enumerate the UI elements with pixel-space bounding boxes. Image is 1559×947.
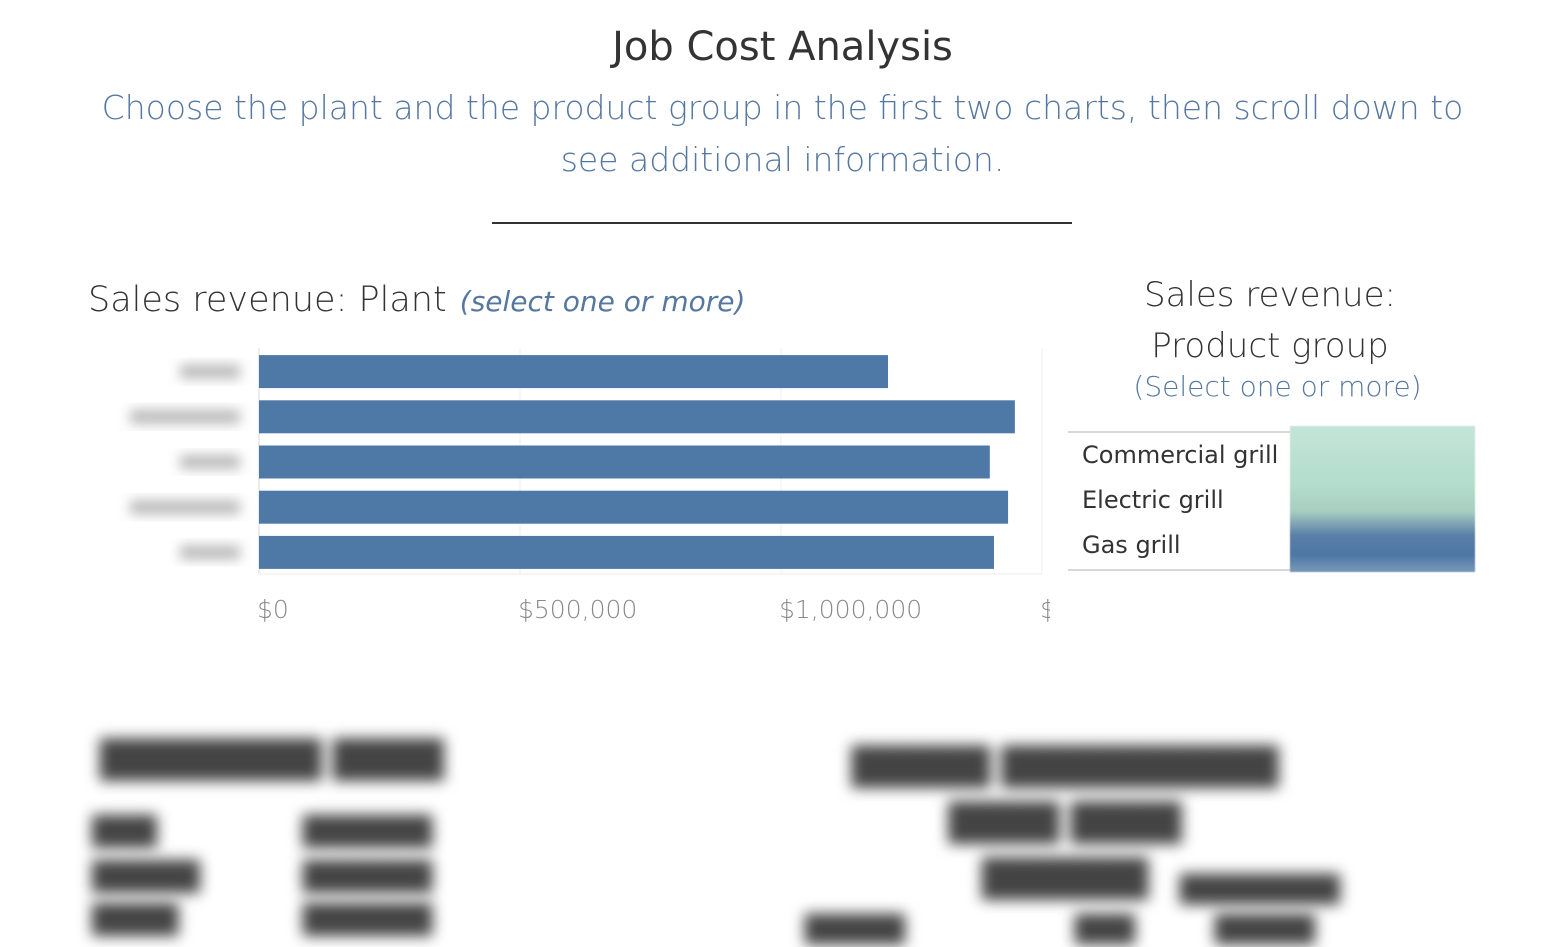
x-tick-label: $1,500,000 [1040, 595, 1060, 624]
plant-chart-title-text: Sales revenue: Plant [88, 280, 447, 320]
lower-left-blurred-row: ███ ██████ [92, 815, 432, 848]
product-group-title-line2: Product group [1151, 326, 1389, 366]
product-group-title-line1: Sales revenue: [1144, 275, 1396, 315]
bars [259, 355, 1015, 569]
lower-left-blurred-row: ████ ██████ [92, 903, 432, 936]
lower-right-blurred-cell: ███ [1075, 915, 1135, 945]
lower-right-blurred-cell: █████ [805, 915, 905, 945]
x-tick-label: $0 [257, 595, 289, 624]
product-group-hint: (Select one or more) [1133, 370, 1422, 403]
bar[interactable] [259, 535, 994, 569]
bar[interactable] [259, 445, 990, 479]
category-label-blurred [180, 545, 240, 560]
product-group-item-gas[interactable]: Gas grill [1082, 531, 1181, 559]
lower-right-blurred-cell: █████ [1215, 915, 1315, 945]
bar[interactable] [259, 400, 1015, 434]
bar[interactable] [259, 355, 889, 389]
bar[interactable] [259, 490, 1009, 524]
category-label-blurred [130, 409, 240, 424]
category-label-blurred [130, 500, 240, 515]
lower-left-blurred-row: █████ ██████ [92, 860, 432, 893]
lower-left-blurred-title: ████████ ████ [100, 740, 444, 781]
product-group-color-swatch[interactable] [1290, 426, 1475, 572]
page-subtitle: Choose the plant and the product group i… [101, 88, 1464, 179]
plant-chart-title: Sales revenue: Plant (select one or more… [88, 280, 745, 320]
product-group-list[interactable]: Commercial grill Electric grill Gas gril… [1068, 431, 1290, 571]
lower-right-blurred-title: █████ ██████████ ████ ████ ██████ [851, 747, 1279, 900]
product-group-title: Sales revenue: Product group [1080, 270, 1460, 372]
plant-chart-hint: (select one or more) [459, 285, 746, 318]
product-group-item-commercial[interactable]: Commercial grill [1082, 441, 1279, 469]
lower-right-blurred-header: ████████ [1180, 875, 1340, 905]
plant-bar-chart[interactable]: $0 $500,000 $1,000,000 $1,500,000 [0, 330, 1060, 640]
x-tick-label: $500,000 [518, 595, 637, 624]
x-tick-label: $1,000,000 [779, 595, 922, 624]
page-title: Job Cost Analysis [612, 24, 953, 70]
category-labels [130, 364, 240, 560]
category-label-blurred [180, 455, 240, 469]
divider [492, 222, 1072, 224]
x-axis-ticks: $0 $500,000 $1,000,000 $1,500,000 [257, 595, 1060, 624]
category-label-blurred [180, 364, 240, 379]
product-group-item-electric[interactable]: Electric grill [1082, 486, 1224, 514]
